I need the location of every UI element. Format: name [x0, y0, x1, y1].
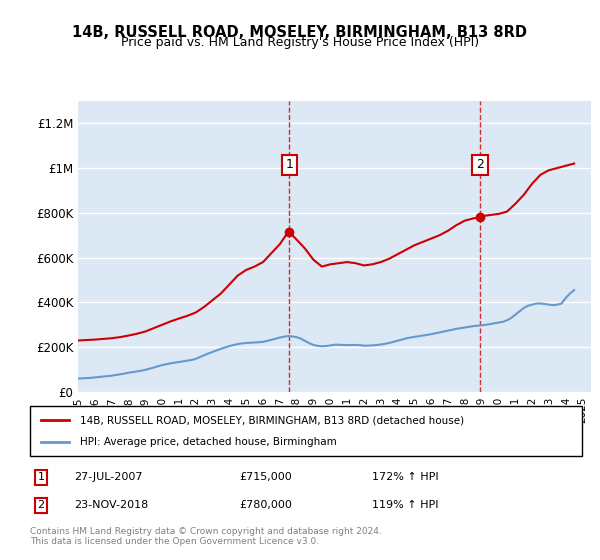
- Text: £715,000: £715,000: [240, 473, 293, 482]
- Text: 2: 2: [476, 158, 484, 171]
- Text: 14B, RUSSELL ROAD, MOSELEY, BIRMINGHAM, B13 8RD: 14B, RUSSELL ROAD, MOSELEY, BIRMINGHAM, …: [73, 25, 527, 40]
- Text: Contains HM Land Registry data © Crown copyright and database right 2024.
This d: Contains HM Land Registry data © Crown c…: [30, 526, 382, 546]
- Text: 1: 1: [38, 473, 44, 482]
- Text: 23-NOV-2018: 23-NOV-2018: [74, 501, 148, 510]
- Text: 119% ↑ HPI: 119% ↑ HPI: [372, 501, 439, 510]
- Text: 2: 2: [37, 501, 44, 510]
- Text: 27-JUL-2007: 27-JUL-2007: [74, 473, 143, 482]
- Text: 1: 1: [286, 158, 293, 171]
- Text: 14B, RUSSELL ROAD, MOSELEY, BIRMINGHAM, B13 8RD (detached house): 14B, RUSSELL ROAD, MOSELEY, BIRMINGHAM, …: [80, 415, 464, 425]
- FancyBboxPatch shape: [30, 406, 582, 456]
- Text: Price paid vs. HM Land Registry's House Price Index (HPI): Price paid vs. HM Land Registry's House …: [121, 36, 479, 49]
- Text: HPI: Average price, detached house, Birmingham: HPI: Average price, detached house, Birm…: [80, 437, 337, 447]
- Text: £780,000: £780,000: [240, 501, 293, 510]
- Text: 172% ↑ HPI: 172% ↑ HPI: [372, 473, 439, 482]
